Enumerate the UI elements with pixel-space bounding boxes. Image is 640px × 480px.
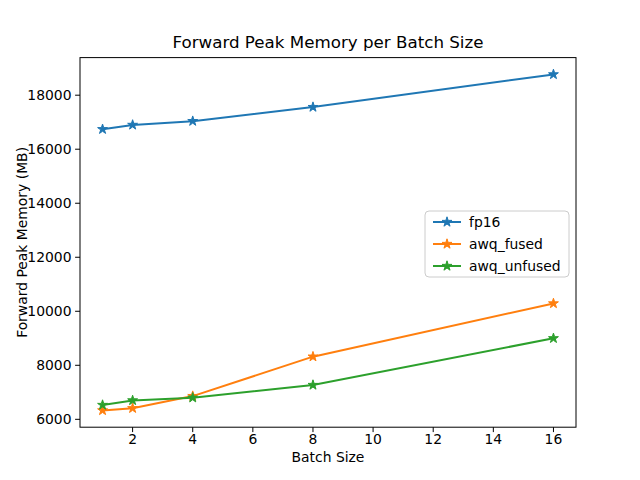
y-axis-label: Forward Peak Memory (MB) bbox=[15, 147, 31, 338]
x-tick-label: 10 bbox=[364, 431, 382, 447]
x-tick-label: 12 bbox=[424, 431, 442, 447]
y-tick-label: 18000 bbox=[27, 87, 71, 103]
y-tick-label: 16000 bbox=[27, 141, 71, 157]
x-tick-label: 16 bbox=[545, 431, 563, 447]
chart-title: Forward Peak Memory per Batch Size bbox=[172, 32, 483, 52]
legend-item-fp16: fp16 bbox=[469, 214, 500, 230]
y-tick-label: 12000 bbox=[27, 249, 71, 265]
x-tick-label: 4 bbox=[188, 431, 197, 447]
x-axis-label: Batch Size bbox=[292, 449, 365, 465]
y-tick-label: 8000 bbox=[36, 357, 71, 373]
x-tick-label: 6 bbox=[248, 431, 257, 447]
legend-item-awq_fused: awq_fused bbox=[469, 236, 543, 252]
chart-figure: 2 4 6 8 10 12 14 16 6000 8000 10000 12000 14000 16000… bbox=[0, 0, 640, 480]
y-tick-label: 10000 bbox=[27, 303, 71, 319]
chart-canvas: 2 4 6 8 10 12 14 16 6000 8000 10000 12000 14000 16000… bbox=[0, 0, 640, 480]
y-tick-label: 14000 bbox=[27, 195, 71, 211]
x-tick-label: 2 bbox=[128, 431, 137, 447]
legend-item-awq_unfused: awq_unfused bbox=[469, 258, 561, 274]
x-tick-label: 8 bbox=[309, 431, 318, 447]
y-tick-label: 6000 bbox=[36, 411, 71, 427]
x-tick-label: 14 bbox=[484, 431, 502, 447]
